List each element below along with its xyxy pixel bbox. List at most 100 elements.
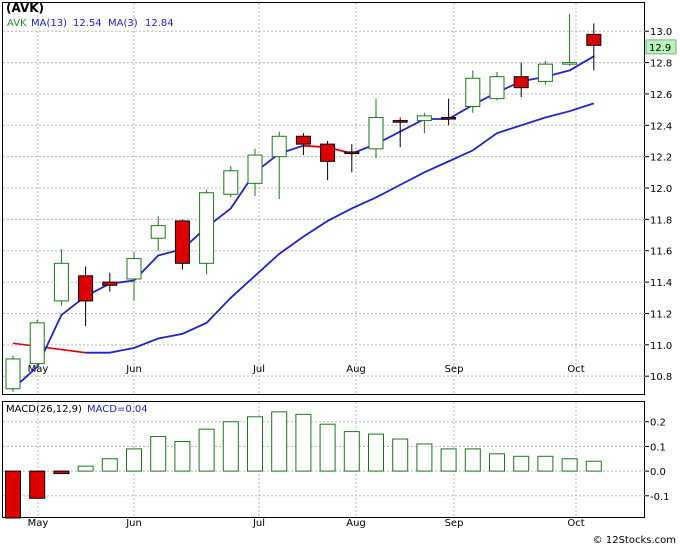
candle-body-up bbox=[489, 76, 505, 100]
macd-bar-positive bbox=[513, 455, 530, 472]
macd-x-tick-label: Jun bbox=[125, 518, 142, 529]
ma3-segment bbox=[447, 104, 474, 120]
price-y-tick-label: 12.0 bbox=[650, 184, 672, 195]
price-x-tick-label: Oct bbox=[567, 364, 584, 375]
candle-body-up bbox=[537, 63, 553, 82]
candle-body-up bbox=[247, 154, 263, 184]
legend-ma13-value: 12.54 bbox=[73, 18, 102, 29]
candle bbox=[247, 148, 263, 196]
macd-y-tick-label: 0.2 bbox=[650, 418, 666, 429]
candle bbox=[586, 23, 602, 71]
candle bbox=[489, 71, 505, 101]
candle-body-up bbox=[5, 358, 21, 390]
last-price-badge: 12.9 bbox=[645, 39, 677, 55]
candle-body-up bbox=[150, 225, 166, 239]
candle-body-down bbox=[392, 120, 408, 123]
candle-body-up bbox=[29, 322, 45, 365]
candle bbox=[78, 266, 94, 327]
macd-bar-positive bbox=[464, 448, 481, 472]
candle bbox=[223, 166, 239, 198]
candle-body-up bbox=[416, 115, 432, 122]
candle-body-up bbox=[465, 77, 481, 107]
chart-title: (AVK) bbox=[6, 1, 44, 15]
candle bbox=[513, 62, 529, 98]
macd-bar-negative bbox=[53, 470, 70, 475]
macd-bar-negative bbox=[5, 470, 21, 519]
price-panel-frame bbox=[2, 2, 645, 395]
macd-bar-positive bbox=[174, 440, 191, 472]
price-y-tick-label: 12.8 bbox=[650, 59, 672, 70]
macd-legend-value: MACD=0.04 bbox=[87, 404, 148, 415]
price-y-tick-label: 11.2 bbox=[650, 309, 672, 320]
candle bbox=[344, 144, 360, 173]
ma3-segment bbox=[568, 55, 595, 72]
price-x-tick-label: May bbox=[28, 364, 49, 375]
macd-bar-positive bbox=[585, 460, 602, 472]
price-y-tick-label: 11.0 bbox=[650, 341, 672, 352]
macd-bars bbox=[5, 411, 602, 519]
macd-x-tick-label: Sep bbox=[445, 518, 464, 529]
ma3-segment bbox=[399, 118, 426, 133]
candle-body-down bbox=[295, 135, 311, 145]
price-x-tick-label: Sep bbox=[445, 364, 464, 375]
candles bbox=[5, 13, 602, 392]
candle bbox=[271, 131, 287, 199]
candle-body-up bbox=[53, 262, 69, 302]
price-y-tick-label: 13.0 bbox=[650, 27, 672, 38]
candle bbox=[5, 355, 21, 392]
last-price-label: 12.9 bbox=[649, 43, 671, 54]
legend-ma3-label: MA(3) bbox=[108, 18, 138, 29]
candle-body-down bbox=[174, 220, 190, 264]
price-y-tick-label: 12.2 bbox=[650, 153, 672, 164]
candle bbox=[320, 140, 336, 181]
legend-ma3-value: 12.84 bbox=[145, 18, 174, 29]
macd-y-tick-label: 0.0 bbox=[650, 467, 666, 478]
candle bbox=[199, 189, 215, 275]
macd-bar-positive bbox=[126, 448, 142, 472]
macd-bar-positive bbox=[247, 416, 263, 472]
macd-bar-positive bbox=[222, 421, 239, 472]
macd-bar-positive bbox=[77, 465, 94, 472]
macd-y-axis: 0.2 0.1 0.0 -0.1 bbox=[645, 418, 670, 503]
ma13-segment-red bbox=[12, 342, 86, 354]
candle-body-down bbox=[586, 33, 602, 46]
candle bbox=[53, 249, 69, 306]
candle-body-up bbox=[223, 170, 239, 195]
candle bbox=[441, 98, 457, 126]
candle-body-up bbox=[562, 62, 578, 65]
macd-x-axis: May Jun Jul Aug Sep Oct bbox=[28, 518, 585, 529]
price-y-tick-label: 12.6 bbox=[650, 90, 672, 101]
candle-body-down bbox=[320, 143, 336, 162]
macd-bar-positive bbox=[537, 455, 554, 472]
legend-ma13-label: MA(13) bbox=[31, 18, 67, 29]
macd-x-tick-label: May bbox=[28, 518, 49, 529]
macd-bar-positive bbox=[561, 458, 578, 472]
macd-bar-positive bbox=[101, 458, 118, 472]
price-y-tick-label: 12.4 bbox=[650, 121, 672, 132]
candle bbox=[295, 133, 311, 156]
macd-y-tick-label: -0.1 bbox=[650, 492, 670, 503]
macd-bar-positive bbox=[416, 443, 433, 472]
candle-body-down bbox=[102, 281, 118, 286]
ma13-segment-blue bbox=[85, 102, 595, 354]
price-y-tick-label: 11.4 bbox=[650, 278, 672, 289]
macd-legend-label: MACD(26,12,9) bbox=[6, 404, 82, 415]
macd-bar-positive bbox=[440, 448, 457, 472]
macd-bar-positive bbox=[295, 413, 312, 472]
macd-bar-positive bbox=[319, 423, 336, 472]
candle bbox=[126, 252, 142, 301]
macd-bar-negative bbox=[29, 470, 46, 499]
price-y-tick-label: 11.6 bbox=[650, 247, 672, 258]
candle bbox=[537, 61, 553, 85]
candle-body-up bbox=[199, 192, 215, 264]
macd-x-tick-label: Oct bbox=[567, 518, 584, 529]
legend-ticker: AVK bbox=[7, 18, 27, 29]
macd-y-tick-label: 0.1 bbox=[650, 442, 666, 453]
macd-x-tick-label: Jul bbox=[252, 518, 265, 529]
candle bbox=[150, 216, 166, 251]
candle-body-up bbox=[271, 135, 287, 158]
candle bbox=[102, 272, 118, 292]
candle bbox=[416, 112, 432, 134]
candle bbox=[465, 70, 481, 113]
